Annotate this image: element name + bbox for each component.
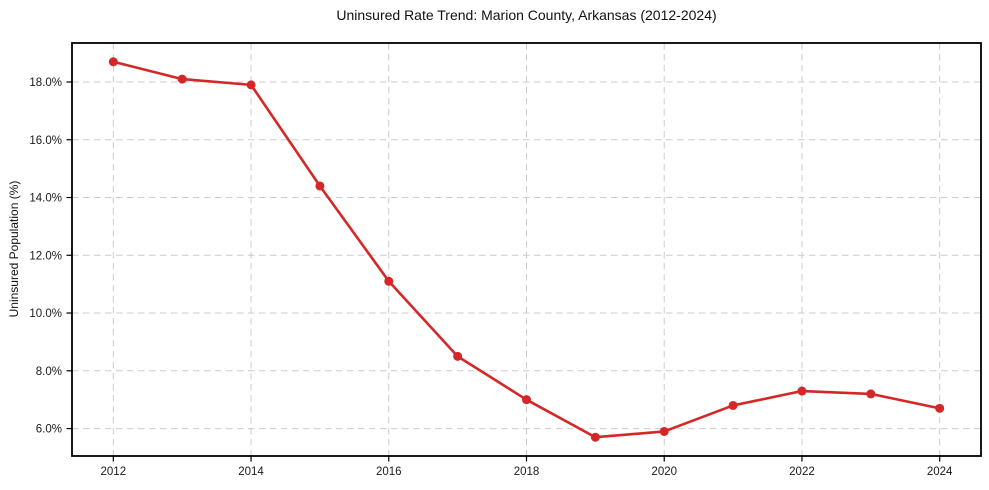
y-tick-label: 12.0% (29, 250, 62, 262)
data-point-2024 (935, 403, 945, 413)
x-tick-label: 2014 (238, 466, 264, 478)
y-tick-label: 8.0% (36, 366, 62, 378)
data-point-2022 (797, 386, 807, 396)
x-tick-label: 2012 (101, 466, 127, 478)
data-point-2020 (659, 426, 669, 436)
data-point-2017 (453, 351, 463, 361)
y-tick-label: 16.0% (29, 135, 62, 147)
data-point-2015 (315, 181, 325, 191)
data-point-2013 (177, 74, 187, 84)
chart-title: Uninsured Rate Trend: Marion County, Ark… (336, 7, 717, 23)
y-tick-label: 10.0% (29, 308, 62, 320)
series-markers (108, 57, 945, 442)
data-point-2014 (246, 80, 256, 90)
plot-border (71, 42, 982, 457)
x-tick-label: 2016 (376, 466, 402, 478)
data-point-2021 (728, 400, 738, 410)
x-tick-label: 2022 (789, 466, 815, 478)
y-tick-label: 18.0% (29, 77, 62, 89)
y-axis-label: Uninsured Population (%) (7, 180, 21, 318)
y-axis-ticks: 6.0% 8.0% 10.0% 12.0% 14.0% 16.0% 18.0% (29, 77, 72, 436)
data-point-2019 (590, 432, 600, 442)
data-point-2012 (108, 57, 118, 67)
y-tick-label: 6.0% (36, 424, 62, 436)
x-axis-ticks: 2012 2014 2016 2018 2020 2022 2024 (101, 456, 953, 478)
gridlines (72, 43, 981, 456)
series-line (112, 60, 941, 439)
x-tick-label: 2020 (651, 466, 677, 478)
data-point-2016 (384, 276, 394, 286)
x-tick-label: 2024 (927, 466, 953, 478)
x-tick-label: 2018 (514, 466, 540, 478)
y-tick-label: 14.0% (29, 193, 62, 205)
data-point-2018 (522, 395, 531, 405)
data-point-2023 (866, 389, 876, 399)
